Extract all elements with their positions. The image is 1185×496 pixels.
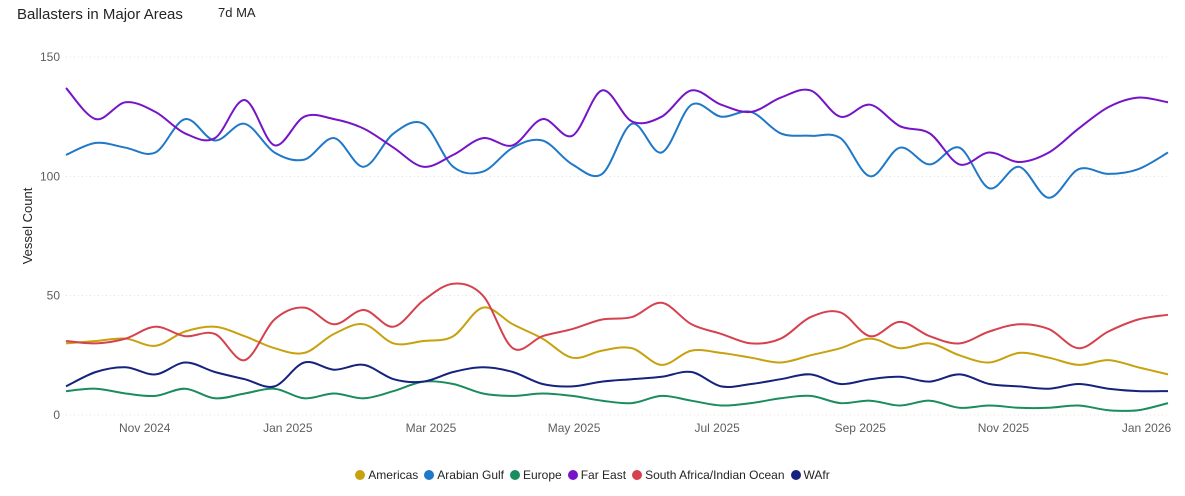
legend-marker-icon <box>424 470 435 480</box>
series-line-americas[interactable] <box>65 306 1169 376</box>
x-tick-label: Jan 2025 <box>263 421 313 435</box>
legend-marker-icon <box>510 470 520 480</box>
legend-item-wafr[interactable]: WAfr <box>790 468 830 482</box>
legend-label: Europe <box>523 468 562 482</box>
x-tick-label: Nov 2025 <box>978 421 1030 435</box>
legend-label: WAfr <box>803 468 830 482</box>
y-tick-label: 50 <box>47 289 61 303</box>
legend-marker-icon <box>632 470 643 480</box>
series-line-far-east[interactable] <box>65 87 1169 168</box>
legend-item-americas[interactable]: Americas <box>355 468 418 482</box>
series-line-arabian-gulf[interactable] <box>65 102 1169 199</box>
legend-label: Arabian Gulf <box>437 468 504 482</box>
y-tick-label: 150 <box>40 50 60 64</box>
x-tick-label: Mar 2025 <box>406 421 457 435</box>
legend-label: Far East <box>580 468 627 482</box>
series-line-europe[interactable] <box>65 380 1169 412</box>
chart-legend: Americas Arabian Gulf Europe Far East South … <box>0 468 1185 482</box>
series-line-south-africa-indian-ocean[interactable] <box>65 282 1169 362</box>
legend-label: Americas <box>368 468 419 482</box>
x-tick-label: Jan 2026 <box>1122 421 1172 435</box>
series-line-wafr[interactable] <box>65 360 1169 393</box>
y-tick-label: 100 <box>40 169 60 183</box>
legend-item-far-east[interactable]: Far East <box>567 468 627 482</box>
legend-marker-icon <box>567 470 578 480</box>
x-tick-label: May 2025 <box>548 421 601 435</box>
legend-item-europe[interactable]: Europe <box>510 468 562 482</box>
y-axis-label: Vessel Count <box>20 187 35 264</box>
legend-marker-icon <box>355 470 366 480</box>
chart-subtitle: 7d MA <box>218 5 256 20</box>
legend-item-arabian-gulf[interactable]: Arabian Gulf <box>424 468 504 482</box>
x-tick-label: Jul 2025 <box>694 421 740 435</box>
chart-title: Ballasters in Major Areas <box>17 6 183 23</box>
y-tick-label: 0 <box>53 408 60 422</box>
line-chart: 0 50 100 150 Nov 2024 Jan 2025 Mar 2025 May 20… <box>20 50 1172 435</box>
x-tick-label: Nov 2024 <box>119 421 171 435</box>
legend-label: South Africa/Indian Ocean <box>645 468 785 482</box>
legend-marker-icon <box>790 470 801 480</box>
x-tick-label: Sep 2025 <box>835 421 887 435</box>
legend-item-south-africa-indian-ocean[interactable]: South Africa/Indian Ocean <box>632 468 785 482</box>
